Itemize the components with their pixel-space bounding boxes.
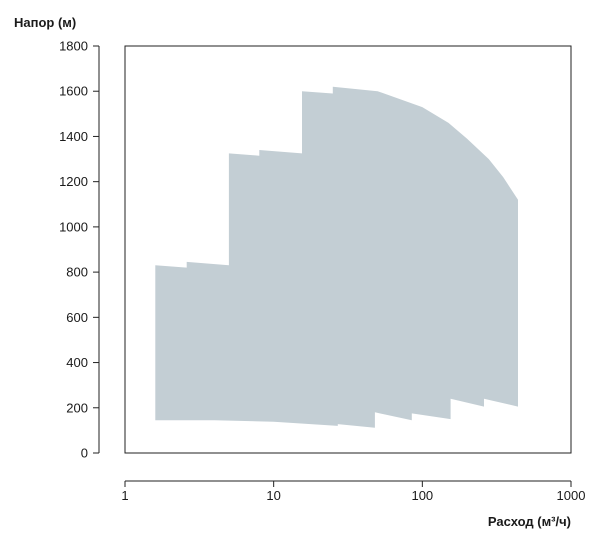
y-tick-label: 200: [66, 400, 88, 415]
y-tick-label: 1000: [59, 219, 88, 234]
y-axis-title: Напор (м): [14, 15, 76, 30]
y-tick-label: 1800: [59, 39, 88, 54]
y-tick-label: 1400: [59, 129, 88, 144]
x-tick-label: 1000: [557, 488, 586, 503]
y-tick-label: 600: [66, 310, 88, 325]
x-axis: 1 10 100 1000: [121, 480, 586, 503]
x-axis-title: Расход (м³/ч): [488, 514, 571, 529]
y-tick-label: 800: [66, 265, 88, 280]
operating-range-area: [155, 86, 519, 428]
x-tick-label: 100: [411, 488, 433, 503]
y-tick-label: 0: [81, 446, 88, 461]
x-tick-label: 1: [121, 488, 128, 503]
y-axis: 0 200 400 600 800 1000 1200 1400 1600 1800: [59, 39, 100, 461]
plot-frame: [124, 45, 572, 454]
y-tick-label: 1200: [59, 174, 88, 189]
area-layer: [155, 86, 519, 428]
y-tick-label: 1600: [59, 84, 88, 99]
y-tick-label: 400: [66, 355, 88, 370]
x-tick-label: 10: [266, 488, 280, 503]
